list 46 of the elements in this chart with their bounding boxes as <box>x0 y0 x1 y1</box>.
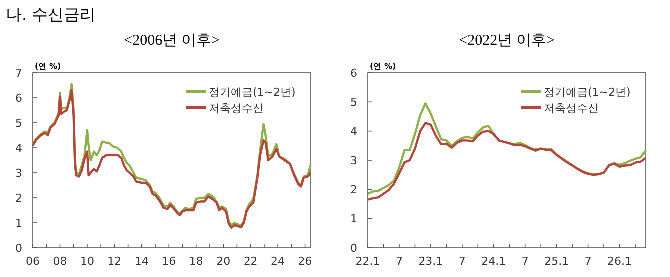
y-axis-title: (연 %) <box>370 62 396 71</box>
y-tick-label: 3 <box>350 154 358 168</box>
x-tick-label: 14 <box>134 255 149 268</box>
y-tick-label: 6 <box>350 66 358 80</box>
x-tick-label: 22.1 <box>356 255 380 268</box>
chart-title: <2006년 이후> <box>124 33 220 49</box>
y-tick-label: 4 <box>16 142 22 155</box>
x-tick-label: 7 <box>522 255 529 268</box>
x-tick-label: 10 <box>80 255 94 268</box>
x-tick-label: 26 <box>298 255 312 268</box>
legend-label: 저축성수신 <box>544 102 599 115</box>
x-tick-label: 24.1 <box>482 255 506 268</box>
x-tick-label: 24 <box>271 255 286 268</box>
x-tick-label: 7 <box>458 255 466 268</box>
text: 나. 수신금리 <box>6 5 96 24</box>
x-tick-label: 23.1 <box>418 255 444 268</box>
legend-label: 저축성수신 <box>209 102 264 115</box>
x-tick-label: 08 <box>53 255 68 268</box>
y-axis-title: (연 %) <box>35 62 62 71</box>
y-tick-label: 1 <box>350 212 358 226</box>
x-tick-label: 20 <box>216 255 231 268</box>
y-tick-label: 0 <box>350 242 358 255</box>
chart-title: <2022년 이후> <box>459 33 555 49</box>
y-tick-label: 0 <box>16 242 22 255</box>
x-tick-label: 7 <box>584 255 592 268</box>
y-tick-label: 1 <box>16 216 22 230</box>
y-tick-label: 5 <box>350 96 358 110</box>
line-series <box>366 122 648 201</box>
x-tick-label: 06 <box>26 255 40 268</box>
x-tick-label: 16 <box>162 255 176 268</box>
y-tick-label: 2 <box>350 184 358 197</box>
y-tick-label: 5 <box>16 116 22 130</box>
y-tick-label: 6 <box>16 92 22 105</box>
x-tick-label: 25.1 <box>544 255 570 268</box>
x-tick-label: 26.1 <box>608 255 632 268</box>
y-tick-label: 3 <box>16 166 22 180</box>
x-tick-label: 12 <box>108 255 122 268</box>
y-tick-label: 7 <box>16 66 22 80</box>
x-tick-label: 22 <box>244 255 258 268</box>
legend-label: 정기예금(1~2년) <box>209 86 296 99</box>
x-tick-label: 18 <box>189 255 204 268</box>
x-tick-label: 7 <box>396 255 403 268</box>
line-series <box>366 102 648 196</box>
y-tick-label: 2 <box>16 192 22 205</box>
legend-label: 정기예금(1~2년) <box>544 86 631 99</box>
y-tick-label: 4 <box>350 125 358 138</box>
